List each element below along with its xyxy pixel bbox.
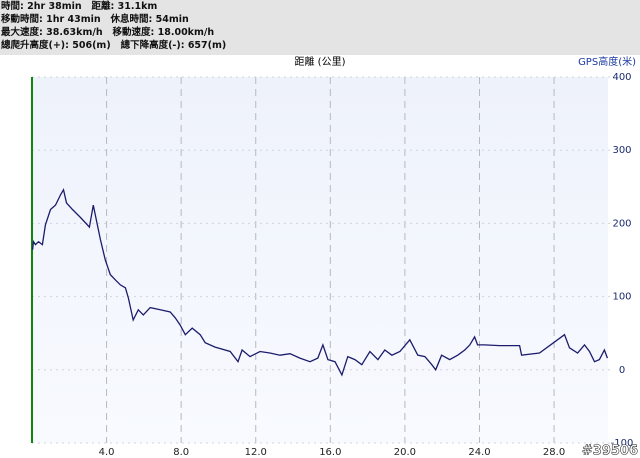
y-axis-label: GPS高度(米) — [578, 55, 636, 68]
y-tick-label: 200 — [612, 218, 631, 229]
summary-line: 移動時間: 1hr 43min 休息時間: 54min — [1, 14, 189, 25]
y-tick-label: 400 — [612, 72, 631, 83]
watermark: #39506 — [582, 444, 638, 458]
summary-line: 總爬升高度(+): 506(m) 總下降高度(-): 657(m) — [1, 40, 227, 51]
x-tick-label: 24.0 — [468, 447, 490, 458]
x-tick-label: 4.0 — [99, 447, 115, 458]
x-tick-label: 8.0 — [173, 447, 189, 458]
summary-header: 時間: 2hr 38min 距離: 31.1km 移動時間: 1hr 43min … — [0, 0, 640, 55]
summary-line: 最大速度: 38.63km/h 移動速度: 18.00km/h — [1, 27, 215, 38]
y-tick-label: 0 — [619, 365, 625, 376]
chart-title: 距離 (公里) — [295, 55, 346, 68]
y-tick-label: -100 — [611, 438, 634, 449]
x-tick-label: 28.0 — [543, 447, 565, 458]
elevation-line — [31, 187, 609, 377]
chart: 距離 (公里) GPS高度(米) 4.0 8.0 12.0 16.0 20.0 24.0 2… — [31, 55, 638, 458]
y-tick-label: 100 — [612, 292, 631, 303]
summary-line: 時間: 2hr 38min 距離: 31.1km — [1, 1, 158, 12]
x-tick-label: 12.0 — [245, 447, 267, 458]
plot-area — [32, 77, 608, 443]
y-tick-label: 300 — [612, 145, 631, 156]
x-tick-label: 20.0 — [394, 447, 416, 458]
x-tick-label: 16.0 — [319, 447, 341, 458]
